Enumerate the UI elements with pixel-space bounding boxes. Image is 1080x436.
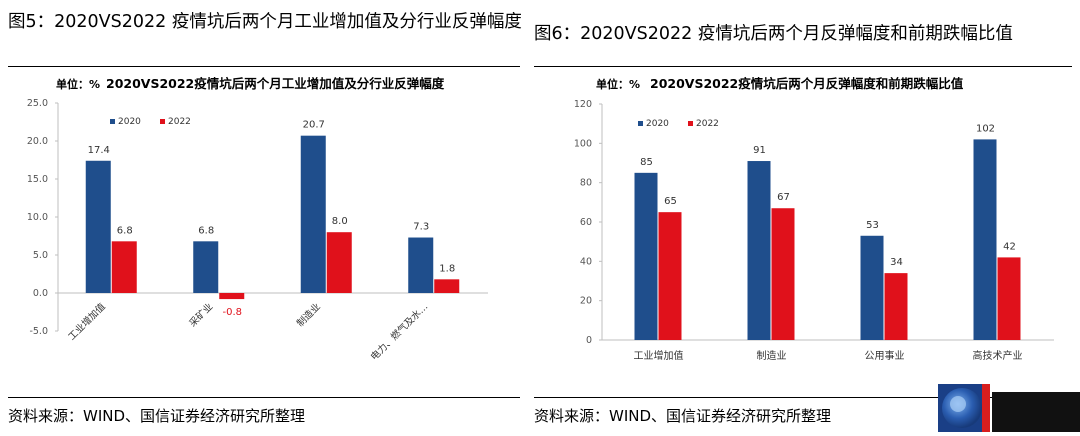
right-category-label-1: 制造业: [757, 349, 787, 362]
right-bar-2022-3: [997, 257, 1021, 340]
left-bar-2022-0: [111, 241, 137, 293]
left-y-tick: 25.0: [27, 98, 48, 109]
right-y-tick: 0: [586, 335, 592, 346]
left-chart-title: 2020VS2022疫情坑后两个月工业增加值及分行业反弹幅度: [106, 76, 445, 91]
left-y-tick: -5.0: [29, 326, 48, 337]
left-data-label-2022-3: 1.8: [439, 263, 455, 274]
right-bar-2020-0: [634, 172, 658, 340]
right-data-label-2022-1: 67: [777, 192, 790, 203]
right-y-tick: 20: [580, 296, 592, 307]
left-y-tick: 20.0: [27, 136, 48, 147]
right-chart-title: 2020VS2022疫情坑后两个月反弹幅度和前期跌幅比值: [650, 76, 964, 91]
right-title-rule: [534, 66, 1072, 67]
right-source-note: 资料来源：WIND、国信证券经济研究所整理: [534, 407, 832, 425]
right-bar-2022-2: [884, 273, 908, 340]
left-data-label-2022-0: 6.8: [117, 225, 133, 236]
left-bar-2020-3: [408, 237, 434, 293]
right-legend-label-2022: 2022: [696, 119, 719, 129]
right-y-tick: 80: [580, 178, 592, 189]
left-bar-2022-1: [219, 293, 245, 300]
left-data-label-2020-2: 20.7: [303, 120, 325, 131]
right-data-label-2022-2: 34: [890, 257, 903, 268]
left-chart: 单位：% 2020VS2022疫情坑后两个月工业增加值及分行业反弹幅度 2020 20…: [27, 76, 488, 363]
right-y-tick: 120: [574, 99, 592, 110]
left-legend-label-2020: 2020: [118, 117, 141, 127]
left-title-rule: [8, 66, 520, 67]
right-category-label-3: 高技术产业: [973, 349, 1023, 362]
left-category-label-1: 采矿业: [187, 301, 216, 330]
left-bar-2020-1: [193, 241, 219, 293]
right-chart: 单位：% 2020VS2022疫情坑后两个月反弹幅度和前期跌幅比值 2020 2022…: [574, 76, 1054, 362]
right-legend-label-2020: 2020: [646, 119, 669, 129]
left-figure-title: 图5：2020VS2022 疫情坑后两个月工业增加值及分行业反弹幅度: [8, 12, 522, 32]
left-bar-2020-0: [85, 160, 111, 293]
left-bar-2022-3: [434, 279, 460, 293]
left-data-label-2022-2: 8.0: [332, 216, 348, 227]
dark-overlay-block: [992, 392, 1080, 432]
left-source-rule: [8, 397, 520, 398]
right-bar-2022-1: [771, 208, 795, 340]
left-category-label-0: 工业增加值: [66, 300, 108, 342]
left-category-label-2: 制造业: [294, 301, 323, 330]
right-legend-swatch-2022: [688, 121, 693, 126]
right-data-label-2020-1: 91: [753, 145, 766, 156]
right-unit-label: 单位：%: [596, 77, 640, 91]
right-figure-title: 图6：2020VS2022 疫情坑后两个月反弹幅度和前期跌幅比值: [534, 24, 1013, 44]
right-data-label-2020-0: 85: [640, 157, 653, 168]
left-category-label-3: 电力、燃气及水…: [368, 301, 430, 363]
left-y-tick: 10.0: [27, 212, 48, 223]
right-bar-2020-1: [747, 161, 771, 340]
left-data-label-2020-3: 7.3: [413, 222, 429, 233]
left-source-note: 资料来源：WIND、国信证券经济研究所整理: [8, 407, 306, 425]
right-y-tick: 40: [580, 256, 592, 267]
left-legend-swatch-2022: [160, 119, 165, 124]
right-source-rule: [534, 397, 1072, 398]
right-category-label-0: 工业增加值: [634, 349, 684, 362]
right-category-label-2: 公用事业: [865, 349, 905, 362]
left-data-label-2022-1: -0.8: [222, 307, 242, 318]
left-unit-label: 单位：%: [56, 77, 100, 91]
watermark-logo: [938, 384, 990, 432]
left-data-label-2020-1: 6.8: [198, 225, 214, 236]
right-bar-2022-0: [658, 212, 682, 340]
right-data-label-2022-0: 65: [664, 196, 677, 207]
left-bar-2020-2: [300, 135, 326, 293]
left-bar-2022-2: [326, 232, 352, 293]
right-data-label-2022-3: 42: [1003, 241, 1016, 252]
right-legend-swatch-2020: [638, 121, 643, 126]
left-legend-swatch-2020: [110, 119, 115, 124]
left-data-label-2020-0: 17.4: [88, 145, 110, 156]
right-y-tick: 60: [580, 217, 592, 228]
left-y-tick: 0.0: [33, 288, 48, 299]
left-y-tick: 5.0: [33, 250, 48, 261]
right-bar-2020-2: [860, 235, 884, 340]
right-y-tick: 100: [574, 138, 592, 149]
right-data-label-2020-3: 102: [976, 123, 995, 134]
left-legend-label-2022: 2022: [168, 117, 191, 127]
right-bar-2020-3: [973, 139, 997, 340]
right-data-label-2020-2: 53: [866, 220, 879, 231]
left-y-tick: 15.0: [27, 174, 48, 185]
